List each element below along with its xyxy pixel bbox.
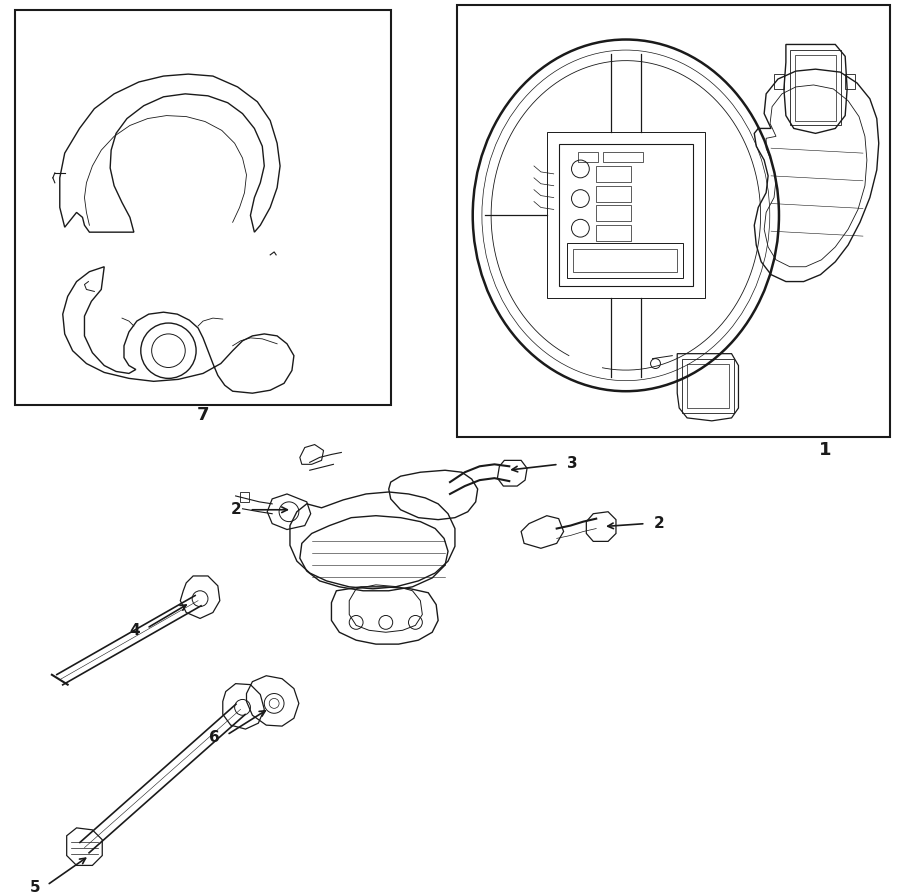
Bar [790,50,842,125]
Text: 3: 3 [566,456,577,471]
Text: 7: 7 [197,406,210,424]
Bar [15,10,391,405]
Text: 6: 6 [210,730,220,745]
Bar [795,55,836,121]
Bar [596,166,631,181]
Bar [567,243,683,278]
Text: 5: 5 [30,880,40,894]
Text: 4: 4 [130,623,140,637]
Bar [596,186,631,201]
Bar [682,358,734,413]
Text: 2: 2 [653,516,664,531]
Bar [596,225,631,241]
Bar [603,152,643,162]
Bar [596,206,631,222]
Bar [687,364,729,408]
Bar [579,152,599,162]
Bar [572,249,677,272]
Bar [457,5,889,436]
Text: 2: 2 [230,502,241,518]
Text: 1: 1 [819,441,832,459]
